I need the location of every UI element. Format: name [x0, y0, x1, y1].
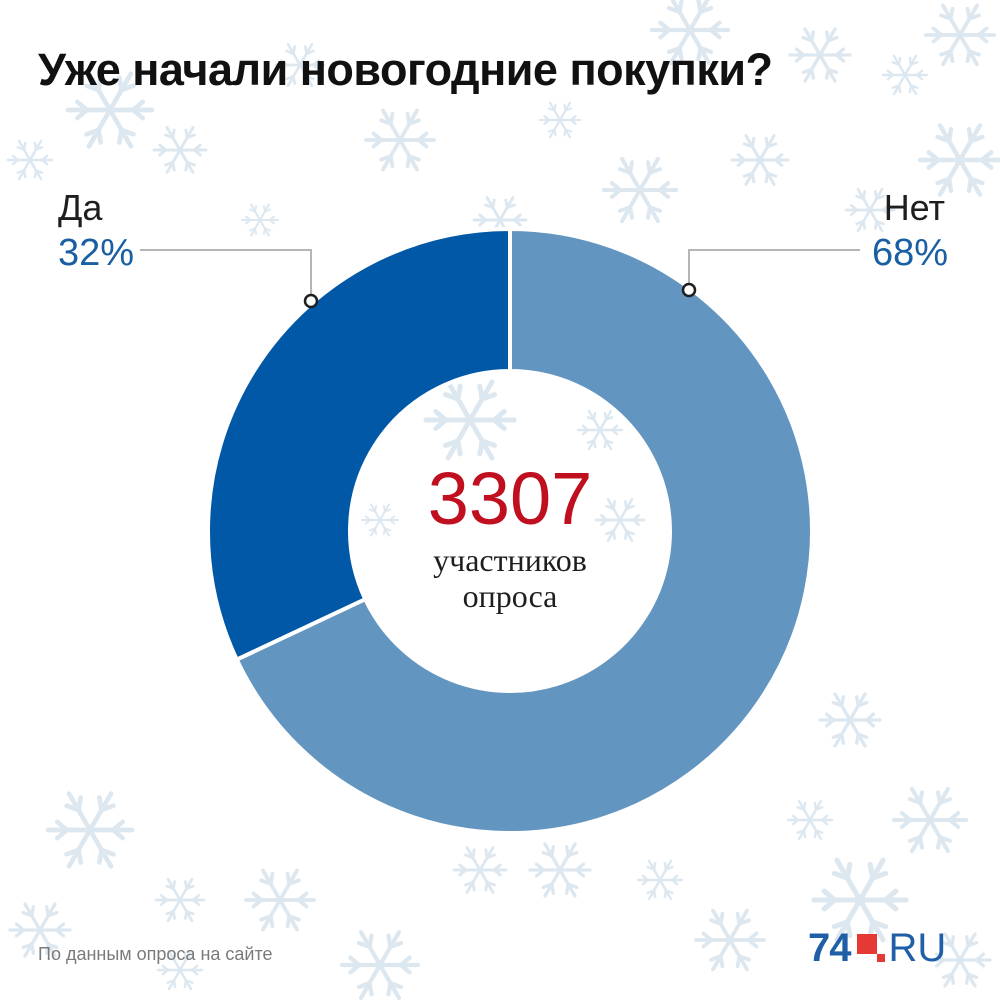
legend-yes-label: Да [58, 187, 103, 228]
snowflake-icon [694, 908, 766, 972]
snowflake-icon [65, 71, 155, 149]
snowflake-icon [636, 859, 684, 901]
snowflake-icon [818, 692, 882, 748]
snowflake-icon [649, 0, 731, 66]
respondents-total: 3307 [427, 457, 593, 540]
snowflake-icon [602, 156, 678, 224]
snowflake-icon [881, 54, 929, 96]
snowflake-icon [528, 842, 592, 898]
snowflake-icon [917, 123, 1000, 197]
snowflake-icon [594, 497, 646, 543]
respondents-caption-line2: опроса [462, 578, 558, 614]
legend-yes-percent: 32% [58, 232, 135, 274]
leader-no [681, 249, 860, 298]
snowflake-icon [576, 409, 624, 451]
respondents-caption: участников опроса [380, 542, 640, 614]
source-note: По данным опроса на сайте [38, 944, 273, 964]
legend-no-label: Нет [883, 187, 945, 228]
snowflake-icon [892, 786, 968, 854]
snowflake-icon [811, 857, 909, 943]
logo-number: 74 [808, 926, 851, 970]
snowflake-icon [156, 949, 204, 991]
snowflake-icon [844, 187, 896, 233]
snowflake-icon [45, 791, 135, 869]
snowflake-icon [274, 42, 326, 88]
respondents-caption-line1: участников [433, 542, 587, 578]
snowflake-icon [786, 799, 834, 841]
snowflake-icon [6, 139, 54, 181]
snowflake-icon [452, 846, 508, 894]
snowflake-icon [8, 902, 72, 958]
slice-no [234, 226, 814, 835]
logo-square-icon [856, 934, 885, 962]
snowflake-icon [152, 126, 208, 174]
snowflake-icon [244, 868, 316, 932]
slice-yes [206, 226, 512, 663]
snowflake-icon [339, 929, 421, 1000]
chart-title: Уже начали новогодние покупки? [38, 44, 773, 95]
legend-no-percent: 68% [871, 232, 948, 274]
site-logo[interactable]: 74 RU [808, 928, 946, 968]
leader-yes [140, 249, 319, 309]
logo-suffix: RU [888, 926, 947, 970]
snowflake-icon [788, 27, 852, 83]
snowflake-icon [924, 3, 996, 67]
snowflake-icon [423, 379, 517, 461]
snowflake-icon [361, 503, 399, 537]
snowflake-icon [154, 877, 206, 923]
snowflake-icon [364, 108, 436, 172]
snowflake-icon [928, 932, 992, 988]
snowflake-icon [538, 101, 582, 139]
snowflake-icon [241, 203, 279, 237]
snowflake-icon [730, 134, 790, 186]
